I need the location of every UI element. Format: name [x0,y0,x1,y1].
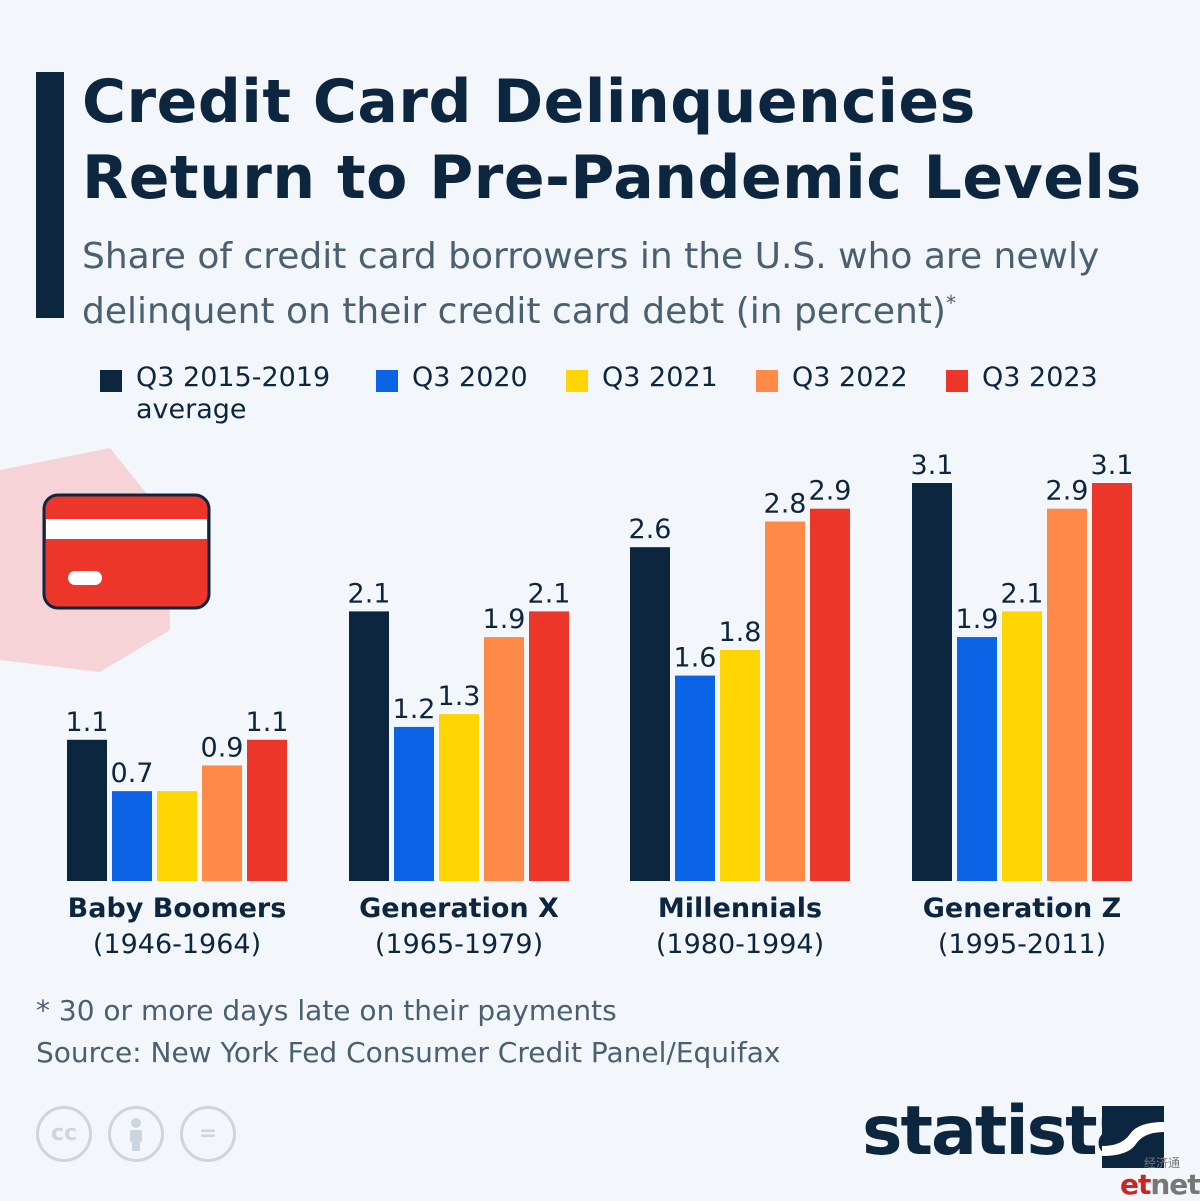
bar-value-label-3-0: 3.1 [911,450,954,481]
bar-0-0 [67,739,107,881]
bar-2-2 [720,649,760,881]
bar-2-0 [630,547,670,881]
bar-chart: 1.10.70.91.12.11.2 1.31.92.12.61.61.82.8 2… [0,448,1134,960]
bar-3-4 [1092,483,1132,881]
bar-2-4 [810,508,850,881]
bar-value-label-2-3: 2.8 [764,489,807,520]
bar-value-label-1-4: 2.1 [528,578,571,609]
legend-label-2022: Q3 2022 [792,362,908,393]
legend-swatch-2023 [946,370,968,392]
legend-swatch-avg [100,370,122,392]
person-glyph-icon [130,1118,142,1151]
bar-value-label-0-0: 1.1 [66,707,109,738]
bar-3-1 [957,637,997,881]
statista-logo[interactable]: statista [862,1092,1172,1172]
category-years-2: (1980-1994) [656,929,824,960]
bar-value-label-3-3: 2.9 [1046,476,1089,507]
bar-value-label-2-0: 2.6 [629,514,672,545]
bar-value-label-1-1: 1.2 [393,694,436,725]
legend-swatch-2020 [376,370,398,392]
bar-1-3 [484,637,524,881]
category-name-1: Generation X [359,893,559,924]
statista-mark-icon [1102,1106,1164,1168]
watermark-cjk-text: 经济通 [1144,1156,1181,1170]
legend-label-2020: Q3 2020 [412,362,528,393]
credit-card-icon [42,493,211,610]
category-years-3: (1995-2011) [938,929,1106,960]
legend-swatch-2021 [566,370,588,392]
category-name-0: Baby Boomers [68,893,287,924]
bar-value-label-3-4: 3.1 [1091,450,1134,481]
legend-swatch-2022 [756,370,778,392]
bar-1-0 [349,611,389,881]
bar-3-2 [1002,611,1042,881]
brand-wordmark: statista [862,1092,1142,1171]
watermark-logo: etnet [1120,1168,1200,1201]
legend-label-avg: Q3 2015-2019 average [136,362,331,425]
bar-value-label-2-4: 2.9 [809,476,852,507]
no-derivatives-icon[interactable]: = [180,1106,236,1162]
bar-value-label-1-0: 2.1 [348,578,391,609]
bar-0-4 [247,739,287,881]
bar-0-3 [202,765,242,881]
license-icons: cc = [36,1106,276,1162]
cc-icon[interactable]: cc [36,1106,92,1162]
source-note: Source: New York Fed Consumer Credit Pan… [36,1036,781,1069]
bar-value-label-2-2: 1.8 [719,617,762,648]
bar-value-label-1-2: 1.3 [438,681,481,712]
bar-value-label-0-4: 1.1 [246,707,289,738]
bar-value-label-0-3: 0.9 [201,732,244,763]
bar-0-1 [112,791,152,881]
bars-layer [67,483,1132,881]
bar-1-4 [529,611,569,881]
chart-subtitle: Share of credit card borrowers in the U.… [82,236,1100,332]
bar-2-3 [765,521,805,881]
legend-label-2021: Q3 2021 [602,362,718,393]
category-years-1: (1965-1979) [375,929,543,960]
bar-0-2 [157,791,197,881]
attribution-icon[interactable] [108,1106,164,1162]
watermark: 经济通 etnet [1118,1150,1200,1201]
bar-value-label-1-3: 1.9 [483,604,526,635]
bar-value-label-3-1: 1.9 [956,604,999,635]
bar-3-0 [912,483,952,881]
bar-value-label-0-1: 0.7 [111,758,154,789]
value-labels-layer: 1.10.70.91.12.11.2 1.31.92.12.61.61.82.8 2… [66,450,1134,789]
footnote: * 30 or more days late on their payments [36,994,617,1027]
title-accent-bar [36,72,64,318]
bar-2-1 [675,675,715,881]
category-years-0: (1946-1964) [93,929,261,960]
category-labels-layer: Baby Boomers (1946-1964) Generation X (1965… [68,893,1122,960]
category-name-2: Millennials [658,893,822,924]
bar-1-1 [394,726,434,881]
bar-3-3 [1047,508,1087,881]
chart-title: Credit Card Delinquencies Return to Pre-P… [82,67,1142,213]
bar-1-2 [439,714,479,881]
legend-label-2023: Q3 2023 [982,362,1098,393]
credit-card-illustration [0,448,211,672]
bar-value-label-2-1: 1.6 [674,643,717,674]
category-name-3: Generation Z [923,893,1121,924]
bar-value-label-3-2: 2.1 [1001,578,1044,609]
